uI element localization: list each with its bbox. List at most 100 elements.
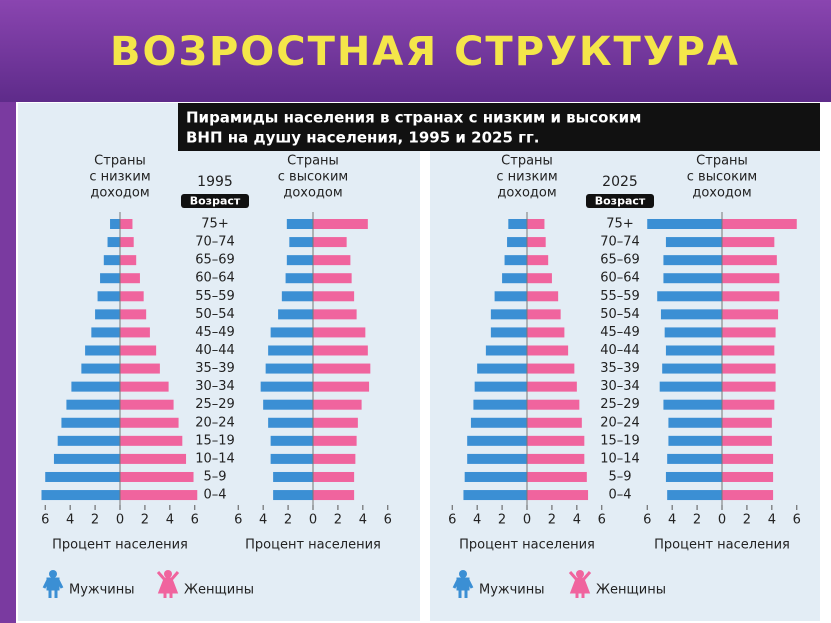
male-bar: [474, 381, 527, 392]
x-tick-label: 6: [643, 513, 651, 528]
male-bar: [668, 417, 722, 428]
age-group: 0–4: [608, 488, 631, 503]
x-tick-label: 6: [598, 513, 606, 528]
female-bar: [120, 471, 194, 482]
female-bar: [313, 399, 362, 410]
female-bar: [313, 490, 355, 501]
group-title: Страны: [94, 154, 146, 169]
male-bar: [61, 417, 120, 428]
female-bar: [120, 435, 183, 446]
female-bar: [722, 453, 774, 464]
female-bar: [722, 309, 779, 320]
male-bar: [467, 435, 527, 446]
male-bar: [103, 255, 120, 266]
male-bar: [95, 309, 120, 320]
age-group: 40–44: [600, 343, 640, 358]
age-group: 40–44: [195, 343, 235, 358]
age-group: 75+: [201, 217, 228, 232]
group-title: доходом: [90, 186, 149, 201]
male-bar: [663, 399, 722, 410]
legend-label: Женщины: [184, 583, 254, 598]
year-label: 2025: [602, 174, 638, 190]
x-tick-label: 4: [668, 513, 676, 528]
male-bar: [268, 345, 313, 356]
male-bar: [662, 363, 722, 374]
male-bar: [91, 327, 120, 338]
male-bar: [45, 471, 120, 482]
age-group: 20–24: [195, 415, 235, 430]
legend-icon: [459, 570, 467, 578]
x-tick-label: 4: [259, 513, 267, 528]
x-axis-label: Процент населения: [245, 538, 381, 553]
x-axis-label: Процент населения: [52, 538, 188, 553]
female-bar: [313, 345, 368, 356]
male-bar: [659, 381, 722, 392]
male-bar: [270, 327, 313, 338]
age-group: 20–24: [600, 415, 640, 430]
male-bar: [57, 435, 120, 446]
female-bar: [313, 327, 366, 338]
male-bar: [477, 363, 527, 374]
male-bar: [647, 219, 722, 229]
male-bar: [286, 219, 313, 229]
male-bar: [286, 255, 313, 266]
x-axis-label: Процент населения: [459, 538, 595, 553]
female-bar: [313, 291, 355, 302]
male-bar: [660, 309, 722, 320]
male-bar: [66, 399, 120, 410]
age-group: 60–64: [600, 271, 640, 286]
male-bar: [281, 291, 313, 302]
female-bar: [120, 309, 147, 320]
female-bar: [527, 399, 580, 410]
male-bar: [490, 327, 527, 338]
female-bar: [527, 273, 552, 284]
x-tick-label: 4: [359, 513, 367, 528]
male-bar: [485, 345, 527, 356]
age-label-box: [181, 194, 249, 208]
female-bar: [120, 291, 144, 302]
age-group: 5–9: [203, 469, 226, 484]
header-band: [0, 0, 831, 102]
female-bar: [313, 237, 347, 248]
male-bar: [97, 291, 120, 302]
female-bar: [722, 237, 775, 248]
male-bar: [507, 237, 527, 248]
male-bar: [107, 237, 120, 248]
male-bar: [667, 453, 722, 464]
caption-line: ВНП на душу населения, 1995 и 2025 гг.: [186, 129, 539, 147]
female-bar: [313, 273, 352, 284]
age-group: 65–69: [195, 253, 235, 268]
female-bar: [120, 219, 133, 229]
female-bar: [527, 237, 546, 248]
female-bar: [313, 381, 370, 392]
male-bar: [273, 490, 313, 501]
group-title: с низким: [496, 170, 557, 185]
group-title: Страны: [696, 154, 748, 169]
male-bar: [663, 255, 722, 266]
x-tick-label: 0: [309, 513, 317, 528]
female-bar: [313, 435, 357, 446]
group-title: доходом: [692, 186, 751, 201]
legend-label: Мужчины: [479, 583, 545, 598]
x-tick-label: 2: [693, 513, 701, 528]
slide-title: ВОЗРОСТНАЯ СТРУКТУРА: [110, 29, 740, 75]
male-bar: [490, 309, 527, 320]
age-label-box: [586, 194, 654, 208]
age-label: Возраст: [190, 195, 241, 208]
x-tick-label: 6: [191, 513, 199, 528]
male-bar: [265, 363, 313, 374]
age-group: 30–34: [600, 379, 640, 394]
female-bar: [120, 327, 150, 338]
age-group: 25–29: [600, 397, 640, 412]
age-group: 5–9: [608, 469, 631, 484]
female-bar: [313, 255, 351, 266]
male-bar: [664, 327, 722, 338]
female-bar: [527, 435, 585, 446]
age-group: 15–19: [600, 433, 640, 448]
group-title: с низким: [89, 170, 150, 185]
age-group: 70–74: [195, 235, 235, 250]
male-bar: [665, 237, 722, 248]
x-tick-label: 2: [141, 513, 149, 528]
female-bar: [120, 255, 137, 266]
